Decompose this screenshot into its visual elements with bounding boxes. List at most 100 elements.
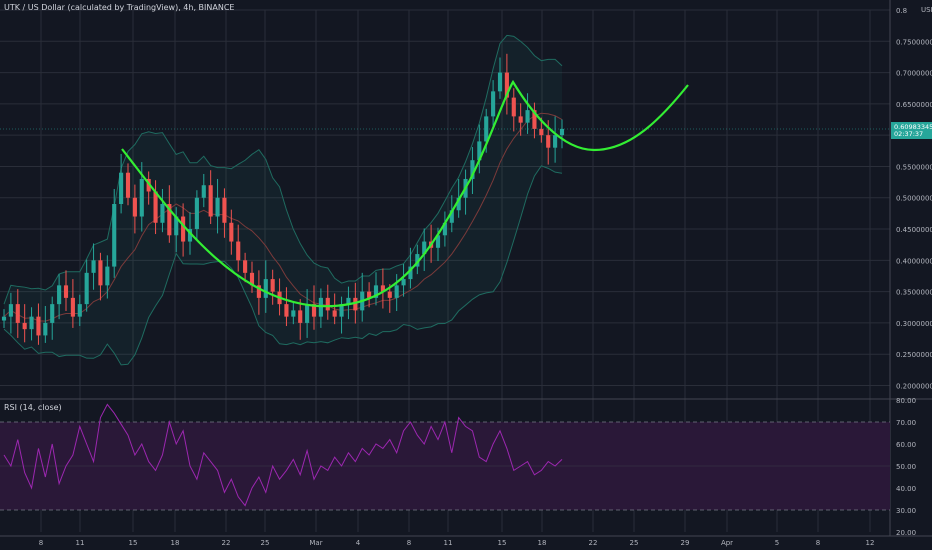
candle — [318, 297, 323, 317]
rsi-tick-label: 20.00 — [896, 529, 916, 537]
currency-label: USD — [921, 6, 932, 14]
bollinger-upper — [3, 34, 563, 305]
cup-pattern-line — [121, 79, 689, 308]
candle — [435, 235, 441, 248]
candle — [367, 291, 372, 298]
candle — [387, 291, 392, 298]
candle — [22, 322, 27, 330]
candle — [332, 310, 337, 317]
time-tick-label: 8 — [407, 539, 411, 547]
candle — [91, 260, 96, 273]
time-tick-label: 4 — [356, 539, 361, 547]
candle — [518, 116, 523, 123]
candle — [132, 197, 137, 217]
candle — [559, 128, 565, 136]
rsi-tick-label: 80.00 — [896, 397, 916, 405]
rsi-title: RSI (14, close) — [4, 403, 62, 412]
price-tag-countdown: 02:37:37 — [894, 130, 923, 138]
candle — [36, 316, 41, 336]
candle — [29, 316, 34, 330]
candle — [394, 285, 399, 298]
price-tag — [891, 122, 932, 140]
candle — [284, 304, 289, 317]
candle — [270, 279, 275, 292]
candle — [311, 304, 317, 317]
time-tick-label: 8 — [39, 539, 43, 547]
candle — [215, 197, 220, 217]
candle — [408, 266, 413, 280]
candle — [70, 297, 75, 317]
candle — [146, 178, 151, 192]
candle — [525, 110, 530, 123]
time-tick-label: 22 — [222, 539, 231, 547]
candle — [50, 304, 55, 323]
candle — [305, 304, 310, 323]
time-tick-label: 29 — [681, 539, 690, 547]
candle — [222, 197, 227, 223]
time-tick-label: 11 — [76, 539, 85, 547]
candle — [160, 204, 165, 223]
bollinger-lower — [3, 165, 563, 366]
candle — [298, 310, 303, 323]
candle — [339, 304, 344, 317]
candle — [98, 260, 103, 286]
candle — [291, 310, 296, 317]
candle — [194, 197, 199, 230]
candle — [449, 210, 454, 223]
price-tag-value: 0.60983345 — [894, 123, 932, 131]
candle — [504, 72, 509, 98]
candle — [553, 135, 558, 148]
time-tick-label: 11 — [444, 539, 453, 547]
time-tick-label: 25 — [261, 539, 270, 547]
time-tick-label: 18 — [538, 539, 547, 547]
time-tick-label: 5 — [775, 539, 779, 547]
bollinger-basis — [3, 112, 563, 322]
rsi-tick-label: 60.00 — [896, 441, 916, 449]
candle — [236, 241, 241, 261]
candle — [201, 185, 206, 198]
candle — [139, 178, 144, 217]
candle — [208, 185, 213, 217]
time-tick-label: Mar — [309, 539, 322, 547]
candle — [415, 254, 420, 267]
candle — [112, 204, 117, 267]
candle — [243, 260, 248, 273]
candle — [77, 304, 82, 317]
candle — [256, 285, 261, 298]
time-tick-label: 15 — [129, 539, 138, 547]
candle — [442, 222, 447, 236]
candle — [57, 285, 62, 305]
candle — [546, 135, 551, 148]
candle — [346, 297, 351, 305]
candle — [125, 172, 131, 198]
candle — [456, 197, 461, 211]
time-tick-label: 12 — [866, 539, 875, 547]
candle — [187, 229, 193, 242]
rsi-tick-label: 70.00 — [896, 419, 916, 427]
candle — [422, 241, 427, 255]
time-tick-label: 22 — [589, 539, 598, 547]
candle — [249, 272, 255, 286]
candle — [119, 172, 124, 204]
candle — [373, 285, 379, 298]
candle — [539, 128, 544, 136]
candle — [84, 272, 89, 305]
rsi-tick-label: 30.00 — [896, 507, 916, 515]
candle — [181, 216, 186, 242]
candle — [167, 204, 172, 236]
rsi-tick-label: 50.00 — [896, 463, 916, 471]
rsi-tick-label: 40.00 — [896, 485, 916, 493]
